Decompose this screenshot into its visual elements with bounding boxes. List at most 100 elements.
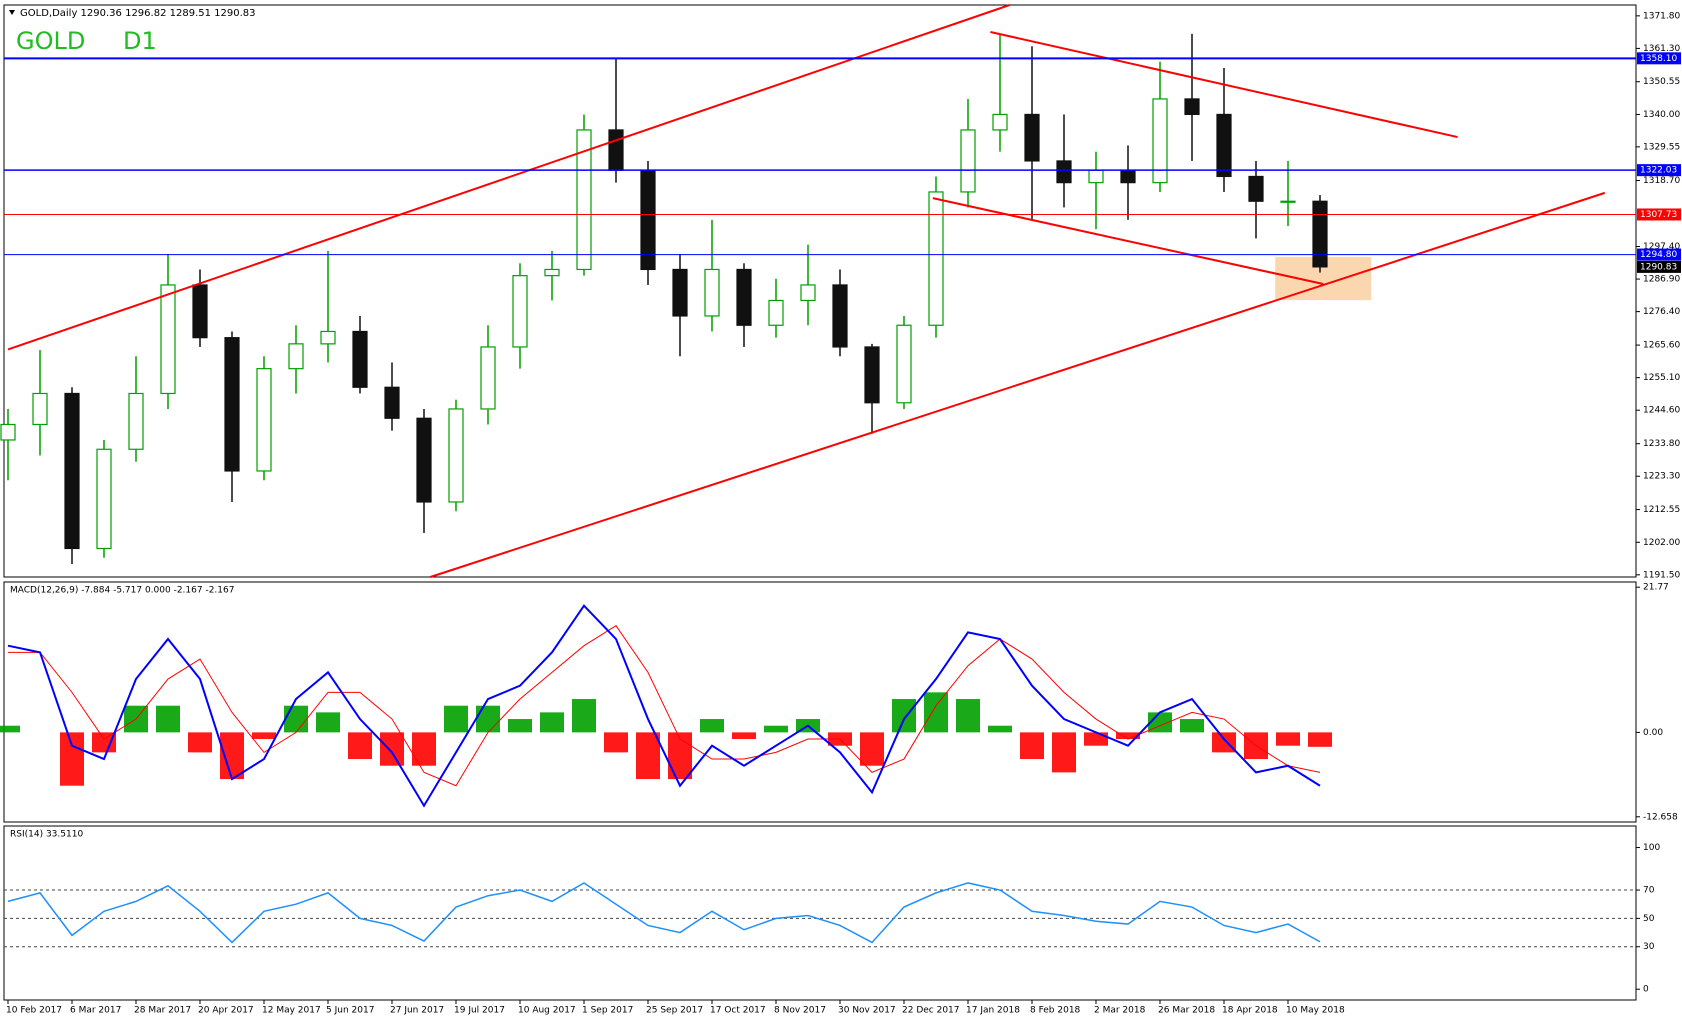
histogram-bar <box>924 692 948 733</box>
candle-body <box>736 268 752 326</box>
trend-line <box>990 30 1458 139</box>
y-tick-label: 1340.00 <box>1643 110 1680 120</box>
x-tick-label: 28 Mar 2017 <box>134 1006 191 1016</box>
histogram-bar <box>700 719 724 733</box>
x-tick-label: 17 Jan 2018 <box>966 1006 1020 1016</box>
y-tick-label: 30 <box>1643 942 1655 952</box>
histogram-bar <box>860 732 884 766</box>
level-tag <box>1637 164 1681 177</box>
histogram-bar <box>572 699 596 733</box>
histogram-bar <box>60 732 84 786</box>
x-tick-label: 8 Nov 2017 <box>774 1006 826 1016</box>
histogram-bar <box>1020 732 1044 760</box>
candle-body <box>256 368 272 472</box>
candle-body <box>1184 98 1200 116</box>
candle-body <box>1088 169 1104 184</box>
indicator-title: RSI(14) 33.5110 <box>10 830 83 840</box>
pane-frame <box>3 4 1637 578</box>
candle-body <box>896 324 912 404</box>
x-tick-label: 26 Mar 2018 <box>1158 1006 1215 1016</box>
x-tick-label: 12 May 2017 <box>262 1006 321 1016</box>
x-tick-label: 20 Apr 2017 <box>198 1006 254 1016</box>
candle-body <box>576 129 592 271</box>
histogram-bar <box>0 725 20 733</box>
x-tick-label: 2 Mar 2018 <box>1094 1006 1146 1016</box>
main-line <box>7 604 1321 808</box>
candle-body <box>1248 175 1264 202</box>
trend-line <box>932 197 1324 286</box>
badge-period: D1 <box>123 27 157 55</box>
candle-body <box>1280 200 1296 203</box>
candle-body <box>1216 113 1232 178</box>
y-tick-label: 1329.55 <box>1643 142 1680 152</box>
histogram-bar <box>412 732 436 766</box>
menu-arrow[interactable] <box>9 10 15 15</box>
histogram-bar <box>1052 732 1076 773</box>
candle-body <box>320 330 336 345</box>
candle-body <box>416 417 432 503</box>
candle-body <box>480 346 496 410</box>
x-tick-label: 8 Feb 2018 <box>1030 1006 1081 1016</box>
candle-body <box>448 408 464 503</box>
histogram-bar <box>732 732 756 740</box>
histogram-bar <box>956 699 980 733</box>
x-tick-label: 6 Mar 2017 <box>70 1006 121 1016</box>
level-label: 1294.80 <box>1640 250 1677 260</box>
badge-symbol: GOLD <box>16 27 85 55</box>
histogram-bar <box>348 732 372 760</box>
candle-body <box>1056 160 1072 184</box>
candle-body <box>384 386 400 419</box>
candle-body <box>96 448 112 550</box>
candle-body <box>1312 200 1328 268</box>
histogram-bar <box>1276 732 1300 746</box>
pane-frame <box>3 825 1637 1001</box>
y-tick-label: 70 <box>1643 886 1655 896</box>
y-tick-label: 0 <box>1643 985 1649 995</box>
histogram-bar <box>1084 732 1108 746</box>
histogram-bar <box>1180 719 1204 733</box>
y-tick-label: 0.00 <box>1643 728 1663 738</box>
candle-body <box>992 113 1008 131</box>
level-label: 1322.03 <box>1640 166 1677 176</box>
histogram-bar <box>508 719 532 733</box>
y-tick-label: 1361.30 <box>1643 44 1680 54</box>
y-tick-label: 1212.55 <box>1643 505 1680 515</box>
y-tick-label: 1244.60 <box>1643 406 1680 416</box>
histogram-bar <box>476 705 500 733</box>
x-tick-label: 30 Nov 2017 <box>838 1006 896 1016</box>
candle-body <box>512 275 528 348</box>
histogram-bar <box>380 732 404 766</box>
trend-line <box>7 4 1010 351</box>
x-tick-label: 10 May 2018 <box>1286 1006 1345 1016</box>
candle-body <box>288 343 304 370</box>
histogram-bar <box>1116 732 1140 740</box>
candle-body <box>928 191 944 326</box>
candle-body <box>352 330 368 388</box>
x-tick-label: 5 Jun 2017 <box>326 1006 374 1016</box>
candle-body <box>32 392 48 426</box>
level-tag <box>1637 208 1681 221</box>
histogram-bar <box>636 732 660 780</box>
candle-body <box>224 337 240 472</box>
histogram-bar <box>316 712 340 733</box>
x-tick-label: 10 Aug 2017 <box>518 1006 576 1016</box>
y-tick-label: 1265.60 <box>1643 341 1680 351</box>
candle-body <box>800 284 816 302</box>
candle-body <box>160 284 176 395</box>
histogram-bar <box>892 699 916 733</box>
histogram-bar <box>764 725 788 733</box>
signal-line <box>8 625 1321 787</box>
x-tick-label: 18 Apr 2018 <box>1222 1006 1278 1016</box>
level-label: 1358.10 <box>1640 54 1677 64</box>
candle-body <box>768 299 784 326</box>
x-tick-label: 25 Sep 2017 <box>646 1006 703 1016</box>
y-tick-label: 1286.90 <box>1643 275 1680 285</box>
y-tick-label: -12.658 <box>1643 812 1678 822</box>
candle-body <box>960 129 976 193</box>
x-tick-label: 19 Jul 2017 <box>454 1006 505 1016</box>
histogram-bar <box>284 705 308 733</box>
y-tick-label: 1350.55 <box>1643 77 1680 87</box>
level-tag <box>1637 260 1681 273</box>
